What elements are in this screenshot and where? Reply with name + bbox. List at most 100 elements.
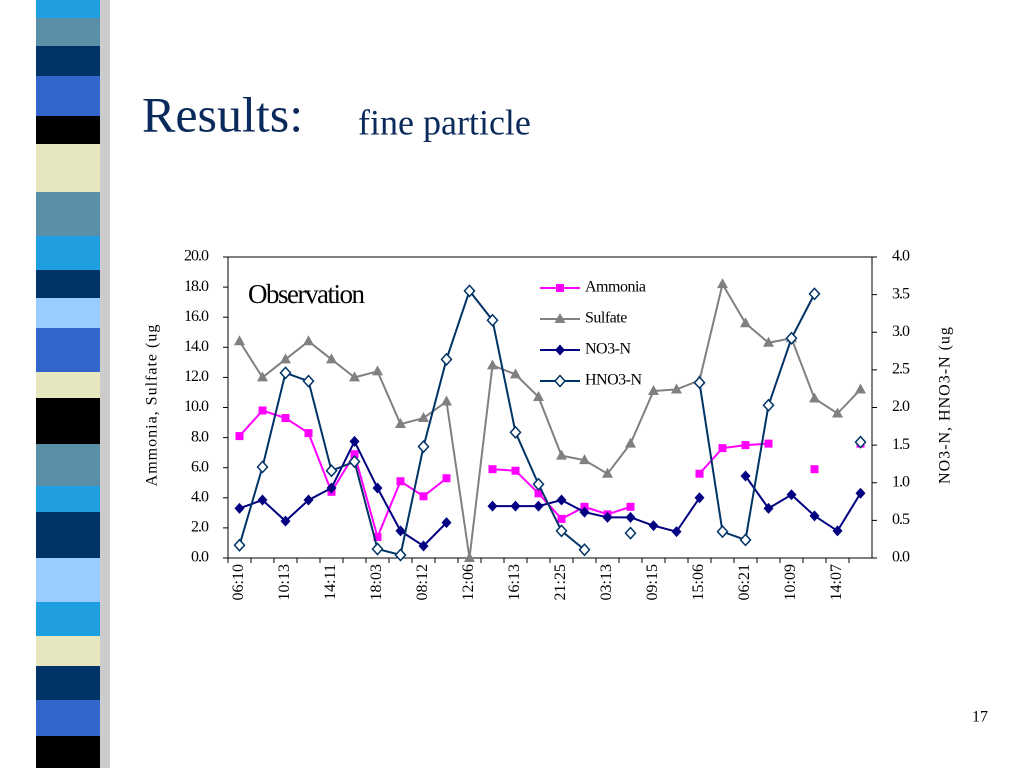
legend-marker: [555, 344, 565, 356]
data-point: [486, 313, 499, 327]
data-point: [602, 511, 613, 523]
data-point: [855, 383, 866, 394]
data-point: [326, 353, 337, 364]
data-point: [302, 374, 315, 388]
data-point: [256, 460, 269, 474]
y2-tick-label: 3.0: [892, 323, 910, 340]
data-point: [624, 526, 637, 540]
data-point: [281, 414, 290, 423]
y-tick-label: 12.0: [184, 368, 209, 385]
y2-tick-label: 1.0: [892, 473, 910, 490]
series-line: [239, 439, 862, 548]
y2-tick-label: 3.5: [892, 285, 910, 302]
data-point: [810, 465, 819, 474]
data-point: [763, 336, 774, 347]
data-point: [717, 278, 728, 289]
x-tick-label: 12:06: [460, 564, 477, 600]
data-point: [372, 482, 383, 494]
legend-label: Sulfate: [585, 310, 627, 327]
data-point: [394, 548, 407, 562]
data-point: [417, 440, 430, 454]
data-point: [557, 514, 566, 523]
legend-label: NO3-N: [585, 341, 631, 358]
y2-tick-label: 2.0: [892, 398, 910, 415]
data-point: [786, 489, 797, 501]
data-point: [855, 487, 866, 499]
data-point: [487, 359, 498, 370]
slide-subtitle: fine particle: [358, 102, 531, 142]
data-point: [808, 287, 821, 301]
y-tick-label: 2.0: [191, 519, 209, 536]
data-point: [693, 376, 706, 390]
x-tick-label: 16:13: [506, 564, 523, 600]
data-point: [510, 500, 521, 512]
data-point: [556, 494, 567, 506]
data-point: [671, 526, 682, 538]
data-point: [280, 353, 291, 364]
data-point: [602, 467, 613, 478]
data-point: [716, 525, 729, 539]
y2-tick-label: 4.0: [892, 248, 910, 265]
data-point: [532, 477, 545, 491]
data-point: [740, 470, 751, 482]
x-tick-label: 03:13: [598, 564, 615, 600]
data-point: [463, 284, 476, 298]
data-point: [372, 365, 383, 376]
data-point: [348, 455, 361, 469]
series-line: [238, 281, 862, 559]
data-point: [349, 435, 360, 447]
data-point: [441, 517, 452, 529]
data-point: [303, 494, 314, 506]
x-tick-label: 06:21: [736, 564, 753, 600]
data-point: [279, 366, 292, 380]
data-point: [740, 317, 751, 328]
data-point: [739, 533, 752, 547]
data-point: [257, 494, 268, 506]
y2-tick-label: 0.5: [892, 511, 910, 528]
data-point: [325, 464, 338, 478]
y-tick-label: 16.0: [184, 308, 209, 325]
data-point: [555, 524, 568, 538]
data-point: [234, 502, 245, 514]
data-point: [648, 520, 659, 532]
x-tick-label: 08:12: [414, 564, 431, 600]
page-number: 17: [972, 709, 988, 726]
data-point: [440, 352, 453, 366]
y-tick-label: 10.0: [184, 398, 209, 415]
data-point: [350, 450, 359, 459]
y-tick-label: 14.0: [184, 338, 209, 355]
data-point: [785, 331, 798, 345]
data-point: [741, 441, 750, 450]
y-tick-label: 18.0: [184, 278, 209, 295]
data-point: [234, 335, 245, 346]
slide-title: Results:: [142, 86, 303, 142]
y-tick-label: 20.0: [184, 248, 209, 265]
data-point: [488, 465, 497, 474]
annotation: Observation: [248, 279, 365, 309]
data-point: [764, 439, 773, 448]
data-point: [854, 435, 867, 449]
y2-tick-label: 2.5: [892, 361, 910, 378]
y-tick-label: 4.0: [191, 488, 209, 505]
data-point: [442, 474, 451, 483]
legend-marker: [556, 284, 564, 292]
x-tick-label: 21:25: [552, 564, 569, 600]
data-point: [695, 469, 704, 478]
data-point: [832, 407, 843, 418]
data-point: [280, 515, 291, 527]
y-axis-title: Ammonia, Sulfate (ug: [144, 324, 161, 487]
data-point: [371, 542, 384, 556]
data-point: [809, 392, 820, 403]
data-point: [809, 510, 820, 522]
data-point: [326, 482, 337, 494]
series-line: [240, 291, 861, 555]
data-point: [694, 492, 705, 504]
data-point: [671, 383, 682, 394]
data-point: [762, 398, 775, 412]
legend-marker: [553, 374, 567, 388]
data-point: [257, 371, 268, 382]
data-point: [303, 335, 314, 346]
y2-axis-title: NO3-N, HNO3-N (ug: [937, 326, 954, 484]
x-tick-label: 09:15: [644, 564, 661, 600]
